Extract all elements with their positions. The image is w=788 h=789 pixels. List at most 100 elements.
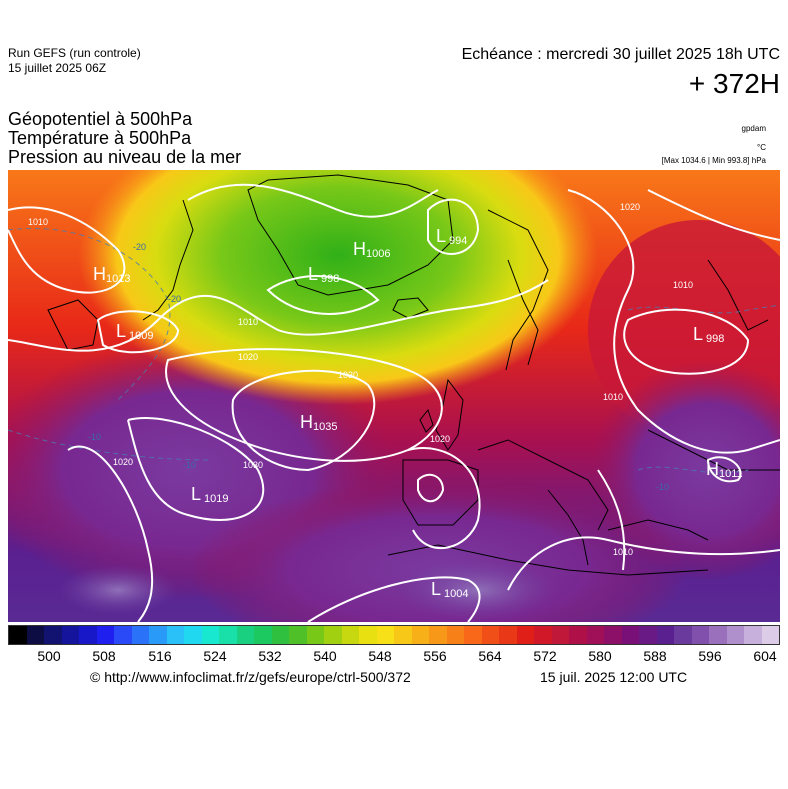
isobar-label: 1020 [620, 202, 640, 212]
isotherm-label: -20 [168, 294, 181, 304]
unit-pressure-range: [Max 1034.6 | Min 993.8] hPa [661, 156, 766, 165]
isobar-label: 1020 [113, 457, 133, 467]
colorbar-swatch [376, 626, 394, 644]
isobars [8, 183, 780, 622]
low-pressure-letter: L [431, 579, 441, 599]
colorbar-swatch [254, 626, 272, 644]
pressure-center-value: 1011 [719, 468, 743, 480]
colorbar-swatch [184, 626, 202, 644]
weather-map: H 1013 L 1009 H 1006 L 998 L 994 L 998 H 1035 L 1019 H 10… [8, 170, 780, 622]
colorbar-tick-label: 540 [313, 648, 337, 664]
colorbar-swatch [656, 626, 674, 644]
isotherm-label: -10 [656, 482, 669, 492]
high-pressure-letter: H [353, 239, 366, 259]
pressure-center-value: 1006 [366, 248, 390, 260]
isobar-label: 1010 [603, 392, 623, 402]
isobar-label: 1010 [613, 547, 633, 557]
run-date: 15 juillet 2025 06Z [8, 61, 107, 75]
colorbar-swatch [551, 626, 569, 644]
isotherm-label: -10 [183, 460, 196, 470]
colorbar-tick-label: 604 [753, 648, 777, 664]
colorbar-swatch [411, 626, 429, 644]
low-pressure-letter: L [436, 226, 446, 246]
low-pressure-letter: L [191, 484, 201, 504]
pressure-center-value: 1019 [204, 493, 228, 505]
param-temperature: Température à 500hPa [8, 128, 192, 148]
run-title: Run GEFS (run controle) [8, 46, 141, 60]
colorbar-swatch [44, 626, 62, 644]
isobar-label: 1010 [238, 317, 258, 327]
colorbar-swatch [96, 626, 114, 644]
colorbar-tick-label: 508 [92, 648, 116, 664]
colorbar-swatch [604, 626, 622, 644]
colorbar-swatch [149, 626, 167, 644]
colorbar-swatch [464, 626, 482, 644]
colorbar-swatch [394, 626, 412, 644]
colorbar-swatch [744, 626, 762, 644]
purple-zone-south [188, 480, 688, 622]
colorbar-swatch [516, 626, 534, 644]
isobar-label: 1010 [673, 280, 693, 290]
colorbar-swatch [359, 626, 377, 644]
colorbar-swatch [26, 626, 44, 644]
colorbar-swatch [341, 626, 359, 644]
colorbar-tick-label: 548 [368, 648, 392, 664]
colorbar-swatch [534, 626, 552, 644]
light-purple-blob [58, 565, 178, 615]
colorbar-swatch [429, 626, 447, 644]
high-pressure-letter: H [706, 459, 719, 479]
colorbar-swatch [481, 626, 499, 644]
pressure-center-value: 1035 [313, 421, 337, 433]
colorbar-swatch [219, 626, 237, 644]
colorbar-swatch [306, 626, 324, 644]
isobar-label: 1020 [430, 434, 450, 444]
colorbar-swatch [324, 626, 342, 644]
colorbar-swatch [289, 626, 307, 644]
colorbar-swatch [569, 626, 587, 644]
colorbar-swatch [586, 626, 604, 644]
colorbar-swatch [131, 626, 149, 644]
pressure-center-value: 998 [706, 333, 724, 345]
isobar-label: 1030 [338, 370, 358, 380]
colorbar-swatch [639, 626, 657, 644]
colorbar-swatch [79, 626, 97, 644]
render-timestamp: 15 juil. 2025 12:00 UTC [540, 669, 688, 685]
pressure-center-value: 994 [449, 235, 467, 247]
colorbar-tick-label: 556 [423, 648, 447, 664]
isobar-label: 1030 [243, 460, 263, 470]
low-pressure-letter: L [116, 321, 126, 341]
param-geopotential: Géopotentiel à 500hPa [8, 109, 193, 129]
colorbar-tick-label: 500 [37, 648, 61, 664]
colorbar-tick-label: 564 [478, 648, 502, 664]
isobar-label: 1010 [28, 217, 48, 227]
isotherm-label: -20 [133, 242, 146, 252]
param-pressure: Pression au niveau de la mer [8, 147, 242, 167]
source-link[interactable]: © http://www.infoclimat.fr/z/gefs/europe… [90, 669, 411, 685]
colorbar-tick-label: 532 [258, 648, 282, 664]
colorbar-swatch [9, 626, 27, 644]
unit-geopotential: gpdam [741, 124, 766, 133]
colorbar-tick-label: 580 [588, 648, 612, 664]
pressure-center-value: 998 [321, 273, 339, 285]
high-pressure-letter: H [300, 412, 313, 432]
forecast-valid-time: Echéance : mercredi 30 juillet 2025 18h … [461, 46, 780, 63]
colorbar-swatch [201, 626, 219, 644]
colorbar-ticks: 500 508 516 524 532 540 548 556 564 572 580 588 596 6… [0, 648, 788, 668]
colorbar-swatch [236, 626, 254, 644]
pressure-center-value: 1004 [444, 588, 468, 600]
unit-temperature: °C [757, 143, 766, 152]
cold-green-zone [78, 170, 598, 405]
colorbar-swatch [726, 626, 744, 644]
colorbar-swatch [691, 626, 709, 644]
colorbar-tick-label: 588 [643, 648, 667, 664]
colorbar-tick-label: 516 [148, 648, 172, 664]
colorbar [8, 625, 780, 645]
isotherm-label: -10 [88, 432, 101, 442]
low-pressure-letter: L [693, 324, 703, 344]
colorbar-swatch [499, 626, 517, 644]
lead-time: + 372H [688, 68, 780, 99]
high-pressure-letter: H [93, 264, 106, 284]
colorbar-swatch [709, 626, 727, 644]
